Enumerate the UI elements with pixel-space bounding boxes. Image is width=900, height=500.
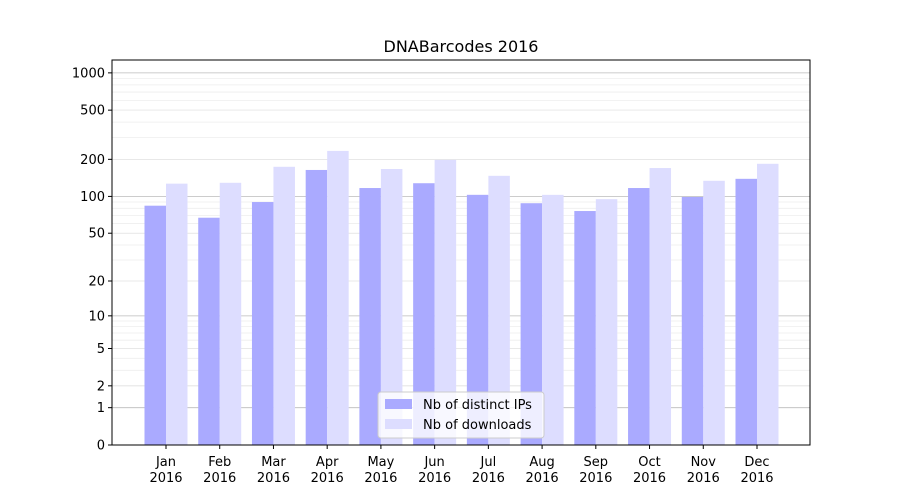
x-tick-label: Nov 2016: [687, 455, 720, 486]
legend-swatch: [385, 399, 412, 409]
x-tick-label: Mar 2016: [257, 455, 290, 486]
bar-downloads: [166, 183, 188, 445]
y-tick-label: 100: [80, 190, 105, 205]
bar-ips: [359, 188, 381, 445]
bar-downloads: [380, 169, 403, 445]
x-tick-label: May 2016: [364, 455, 397, 486]
y-ticks: 0 1 2 5 10 20 50 100 200 500 1000: [72, 66, 112, 454]
bar-ips: [466, 194, 489, 445]
bars: [144, 150, 779, 446]
y-tick-label: 50: [88, 227, 105, 242]
bar-downloads: [703, 180, 725, 445]
legend-box: [377, 391, 545, 439]
y-tick-label: 500: [80, 104, 105, 119]
bar-downloads: [488, 175, 510, 445]
y-tick-label: 10: [88, 309, 105, 324]
bar-ips: [628, 188, 650, 445]
bar-ips: [251, 202, 274, 445]
bar-downloads: [327, 150, 349, 445]
y-tick-label: 5: [97, 342, 105, 357]
y-tick-label: 0: [97, 439, 105, 454]
x-tick-label: Jun 2016: [418, 455, 451, 486]
y-tick-label: 2: [97, 379, 105, 394]
bar-ips: [305, 169, 328, 446]
bar-ips: [735, 178, 757, 446]
x-ticks: Jan 2016 Feb 2016 Mar 2016 Apr 2016 May 2016 Jun 20…: [149, 445, 774, 486]
bar-downloads: [649, 168, 672, 446]
x-tick-label: Sep 2016: [579, 455, 612, 486]
x-tick-label: Apr 2016: [311, 455, 344, 486]
legend: Nb of distinct IPs Nb of downloads: [377, 391, 545, 439]
bar-ips: [413, 183, 435, 445]
legend-label: Nb of distinct IPs: [423, 398, 532, 413]
x-tick-label: Jan 2016: [149, 455, 182, 486]
legend-swatch: [385, 419, 412, 429]
x-tick-label: Aug 2016: [526, 455, 559, 486]
bar-downloads: [757, 163, 779, 445]
bar-ips: [144, 205, 166, 445]
y-tick-label: 1: [97, 401, 105, 416]
bar-downloads: [219, 182, 242, 445]
legend-label: Nb of downloads: [423, 418, 532, 433]
y-tick-label: 1000: [72, 66, 105, 81]
y-tick-label: 200: [80, 153, 105, 168]
x-tick-label: Feb 2016: [203, 455, 236, 486]
bar-downloads: [273, 166, 295, 445]
bar-downloads: [434, 159, 457, 445]
bar-ips: [574, 211, 596, 445]
plot-frame: [111, 59, 811, 446]
bar-ips: [681, 196, 704, 445]
bar-ips: [198, 217, 220, 445]
x-tick-label: Jul 2016: [472, 455, 505, 486]
x-tick-label: Oct 2016: [633, 455, 666, 486]
x-tick-label: Dec 2016: [740, 455, 773, 486]
bar-downloads: [542, 194, 564, 445]
bar-ips: [520, 203, 543, 445]
chart-title: DNABarcodes 2016: [384, 37, 539, 56]
bar-downloads: [595, 199, 618, 445]
y-tick-label: 20: [88, 275, 105, 290]
